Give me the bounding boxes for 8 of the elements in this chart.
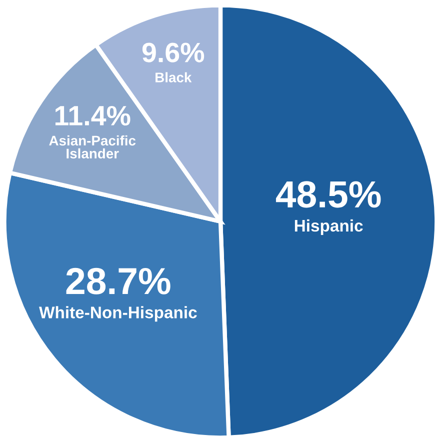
slice-label: Black xyxy=(156,72,192,82)
data-label: 9.6% xyxy=(142,42,204,62)
slice-label: Asian-Pacific Islander xyxy=(49,135,136,159)
data-label: 11.4% xyxy=(56,106,130,126)
slice-label: White-Non-Hispanic xyxy=(39,306,197,322)
data-label: 48.5% xyxy=(276,181,381,208)
slice-label: Hispanic xyxy=(294,219,363,235)
data-label: 28.7% xyxy=(66,268,170,294)
